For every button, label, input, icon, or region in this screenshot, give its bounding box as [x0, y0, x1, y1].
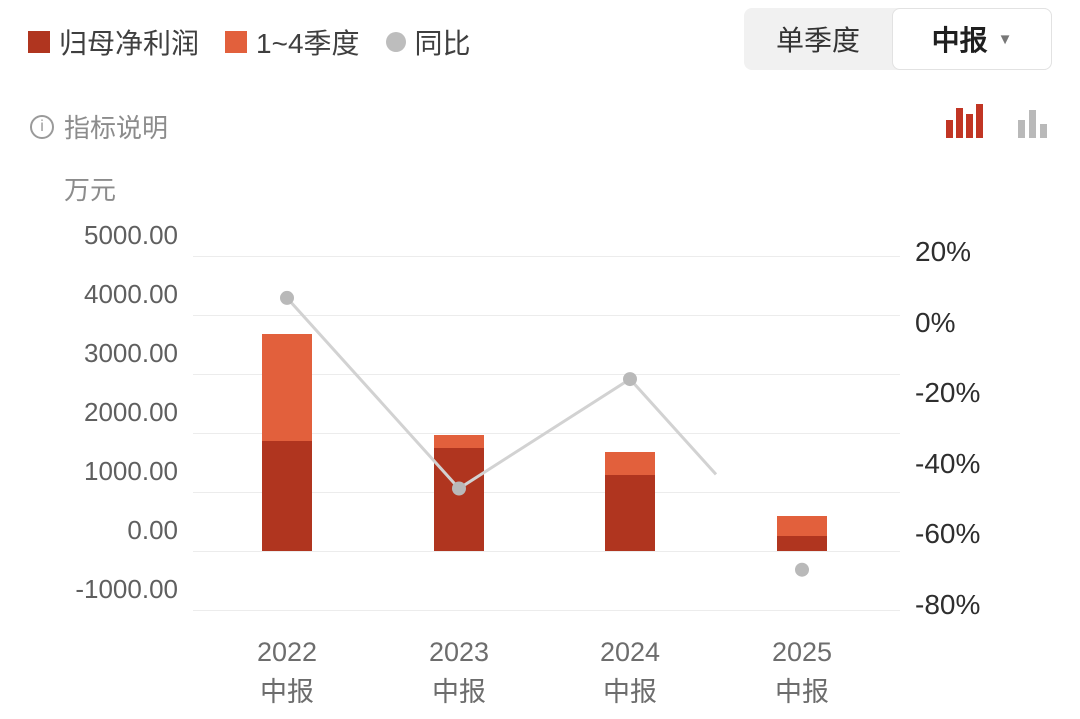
legend-label: 同比	[414, 28, 471, 59]
y-axis-tick-label: -1000.00	[75, 574, 178, 604]
legend-item-net-profit[interactable]: 归母净利润	[28, 22, 199, 62]
x-axis-label-period: 中报	[260, 677, 314, 707]
gridline	[193, 492, 900, 493]
legend-label: 归母净利润	[59, 28, 200, 59]
x-axis-label-year: 2024	[599, 637, 661, 667]
square-marker-icon	[225, 31, 248, 53]
report-type-dropdown[interactable]: 中报 ▼	[892, 8, 1052, 70]
y-axis-tick-label: 2000.00	[84, 397, 178, 427]
right-axis-tick-label: -20%	[915, 377, 981, 409]
indicator-help[interactable]: i 指标说明	[30, 108, 168, 145]
bar-segment-quarters[interactable]	[605, 451, 655, 475]
report-type-label: 中报	[931, 25, 988, 56]
gridline	[193, 551, 900, 552]
legend-label: 1~4季度	[256, 28, 360, 59]
bar-segment-quarters[interactable]	[777, 516, 827, 537]
square-marker-icon	[28, 31, 50, 53]
right-axis-tick-label: 0%	[915, 306, 956, 338]
x-axis-label-period: 中报	[432, 677, 486, 707]
bar-segment-quarters[interactable]	[262, 333, 312, 442]
y-axis-tick-label: 3000.00	[84, 338, 178, 368]
bar-segment-net-profit[interactable]	[777, 536, 827, 551]
right-axis-tick-label: -40%	[915, 447, 981, 479]
x-axis-label-period: 中报	[775, 677, 829, 707]
gridline	[193, 315, 900, 316]
yoy-point[interactable]	[795, 562, 809, 577]
period-toggle: 单季度 中报 ▼	[744, 8, 1052, 70]
bar-segment-net-profit[interactable]	[605, 474, 655, 551]
right-axis-tick-label: -60%	[915, 518, 981, 550]
gridline	[193, 610, 900, 611]
chevron-down-icon: ▼	[997, 30, 1013, 48]
dot-marker-icon	[385, 32, 406, 52]
x-axis-label-year: 2025	[771, 637, 833, 667]
single-quarter-button[interactable]: 单季度	[744, 8, 892, 70]
chart-style-toggle	[944, 104, 1050, 138]
indicator-help-label[interactable]: 指标说明	[64, 113, 169, 143]
bar-segment-net-profit[interactable]	[434, 447, 484, 551]
right-axis-tick-label: 20%	[915, 236, 972, 267]
gridline	[193, 256, 900, 257]
y-axis-tick-label: 4000.00	[84, 279, 178, 309]
bar-segment-net-profit[interactable]	[262, 441, 312, 551]
y-axis-tick-label: 0.00	[127, 515, 178, 545]
x-axis-label-year: 2022	[256, 637, 318, 667]
axis-unit-label: 万元	[64, 175, 117, 205]
legend-item-quarters[interactable]: 1~4季度	[225, 22, 360, 62]
yoy-point[interactable]	[280, 290, 294, 305]
bar-icon-inactive[interactable]	[1016, 108, 1050, 138]
right-axis-tick-label: -80%	[915, 589, 981, 620]
y-axis-tick-label: 1000.00	[84, 456, 178, 486]
chart-legend: 归母净利润 1~4季度 同比	[28, 22, 471, 62]
info-icon[interactable]: i	[30, 114, 54, 139]
legend-item-yoy[interactable]: 同比	[385, 22, 471, 62]
x-axis-label-year: 2023	[428, 637, 490, 667]
bar-segment-quarters[interactable]	[434, 434, 484, 448]
stacked-bar-icon-active[interactable]	[944, 104, 986, 138]
y-axis-tick-label: 5000.00	[84, 220, 178, 250]
x-axis-label-period: 中报	[603, 677, 657, 707]
